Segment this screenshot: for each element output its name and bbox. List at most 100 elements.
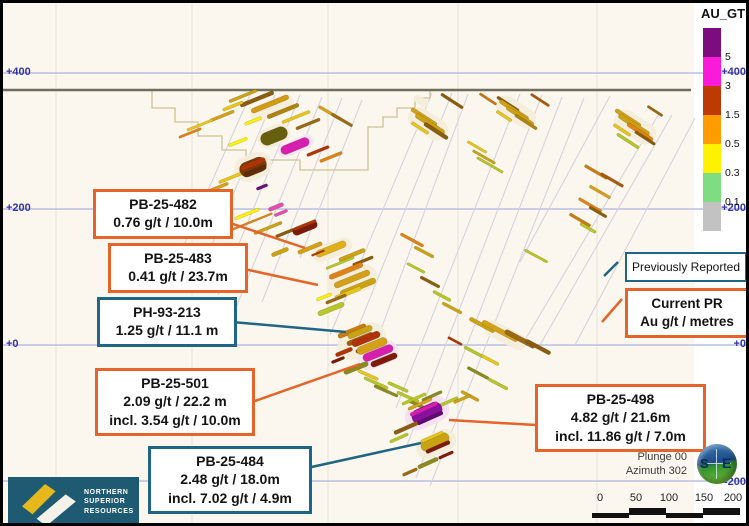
- assay-interval-marker: [325, 293, 347, 305]
- assay-interval-marker: [228, 89, 258, 103]
- hole-result: 2.48 g/t / 18.0m: [180, 471, 280, 488]
- hole-result: 0.41 g/t / 23.7m: [128, 268, 228, 285]
- assay-interval-marker: [423, 122, 449, 140]
- assay-interval-marker: [417, 457, 439, 469]
- assay-interval-marker: [440, 92, 464, 110]
- assay-interval-marker: [389, 432, 409, 444]
- scale-bar-number: 100: [659, 492, 679, 504]
- assay-interval-marker: [453, 394, 471, 404]
- assay-interval-marker: [331, 113, 353, 127]
- callout-leader-line: [448, 418, 537, 427]
- assay-interval-marker: [634, 130, 656, 146]
- assay-interval-marker: [186, 118, 214, 132]
- assay-interval-marker: [253, 221, 283, 235]
- legend-current-pr-line: Au g/t / metres: [640, 314, 734, 330]
- hole-result: incl. 7.02 g/t / 4.9m: [168, 489, 292, 506]
- drillhole-trace: [539, 114, 673, 346]
- assay-interval-marker: [251, 94, 289, 114]
- assay-interval-marker: [616, 132, 640, 150]
- assay-interval-marker: [387, 381, 409, 393]
- assay-interval-marker: [407, 397, 433, 411]
- assay-interval-marker: [467, 140, 487, 154]
- drillhole-trace: [519, 95, 611, 263]
- assay-interval-marker: [325, 256, 355, 270]
- assay-interval-marker: [271, 247, 289, 257]
- assay-interval-marker: [295, 117, 321, 131]
- assay-interval-marker: [293, 219, 317, 231]
- hole-id: PB-25-482: [129, 196, 197, 212]
- scale-bar-segment: [592, 513, 629, 518]
- grade-legend-swatch: [703, 86, 721, 115]
- assay-interval-marker: [311, 249, 325, 257]
- assay-interval-marker: [647, 105, 663, 117]
- callout-ph-93-213: PH-93-213 1.25 g/t / 11.1 m: [97, 297, 237, 347]
- compass-globe-icon: S E: [697, 444, 737, 484]
- drillhole-trace: [395, 93, 521, 409]
- assay-interval-marker: [413, 245, 435, 259]
- hole-result: incl. 11.86 g/t / 7.0m: [555, 427, 686, 444]
- assay-interval-marker: [409, 401, 439, 417]
- assay-interval-marker: [178, 127, 202, 139]
- assay-interval-marker: [239, 90, 275, 108]
- elevation-label-right: +200: [721, 202, 746, 214]
- assay-interval-marker: [335, 347, 353, 357]
- legend-previously-reported-label: Previously Reported: [631, 260, 741, 274]
- grade-legend-tick: 3: [725, 80, 731, 92]
- assay-interval-marker: [333, 269, 371, 289]
- frame-border: [0, 0, 3, 526]
- assay-interval-marker: [317, 301, 345, 317]
- assay-interval-marker: [524, 248, 548, 264]
- drillhole-trace: [261, 97, 343, 303]
- assay-interval-marker: [222, 100, 244, 112]
- grade-legend-tick: 1.5: [725, 109, 740, 121]
- elevation-label-right: +400: [721, 66, 746, 78]
- assay-interval-marker: [243, 164, 267, 178]
- assay-interval-marker: [363, 376, 389, 390]
- assay-interval-marker: [476, 156, 504, 174]
- scale-bar: 0 50 100 150 200: [592, 492, 744, 522]
- assay-interval-marker: [530, 93, 550, 107]
- scale-bar-number: 50: [629, 492, 643, 504]
- assay-interval-marker: [525, 339, 551, 355]
- callout-leader-line: [251, 362, 361, 404]
- assay-interval-marker: [441, 301, 463, 315]
- assay-interval-marker: [351, 330, 381, 348]
- assay-interval-marker: [514, 113, 538, 131]
- assay-interval-marker: [331, 356, 345, 364]
- assay-interval-marker: [362, 344, 394, 362]
- assay-interval-marker: [411, 121, 429, 135]
- assay-interval-marker: [480, 354, 500, 366]
- assay-interval-marker: [357, 369, 379, 381]
- assay-interval-marker: [400, 232, 424, 248]
- hole-result: 1.25 g/t / 11.1 m: [115, 322, 219, 339]
- assay-interval-marker: [495, 110, 513, 122]
- grade-legend-swatch: [703, 202, 721, 231]
- assay-interval-marker: [419, 275, 441, 289]
- scale-bar-segment: [703, 508, 740, 513]
- assay-interval-marker: [256, 183, 268, 191]
- assay-interval-marker: [447, 336, 463, 346]
- callout-pb-25-501: PB-25-501 2.09 g/t / 22.2 m incl. 3.54 g…: [95, 368, 255, 437]
- drillhole-trace: [405, 94, 543, 449]
- callout-leader-line: [226, 220, 306, 250]
- drillhole-trace: [524, 111, 661, 341]
- hole-id: PB-25-484: [196, 453, 264, 469]
- drillhole-trace: [171, 94, 251, 273]
- assay-interval-marker: [432, 290, 452, 302]
- plunge-label: Plunge 00: [637, 451, 687, 463]
- assay-interval-marker: [281, 110, 311, 124]
- drillhole-trace: [234, 96, 323, 311]
- pit-outline: [151, 90, 431, 171]
- callout-leader-line: [601, 298, 623, 323]
- assay-interval-marker: [472, 149, 496, 165]
- assay-interval-marker: [280, 137, 310, 155]
- assay-interval-marker: [328, 262, 364, 280]
- assay-interval-marker: [240, 157, 266, 171]
- callout-pb-25-483: PB-25-483 0.41 g/t / 23.7m: [108, 243, 248, 293]
- assay-interval-marker: [228, 137, 248, 147]
- assay-interval-marker: [274, 209, 288, 217]
- legend-previously-reported: Previously Reported: [625, 252, 747, 282]
- assay-interval-marker: [356, 337, 388, 355]
- assay-interval-marker: [579, 222, 597, 234]
- elevation-label-right: +0: [733, 338, 746, 350]
